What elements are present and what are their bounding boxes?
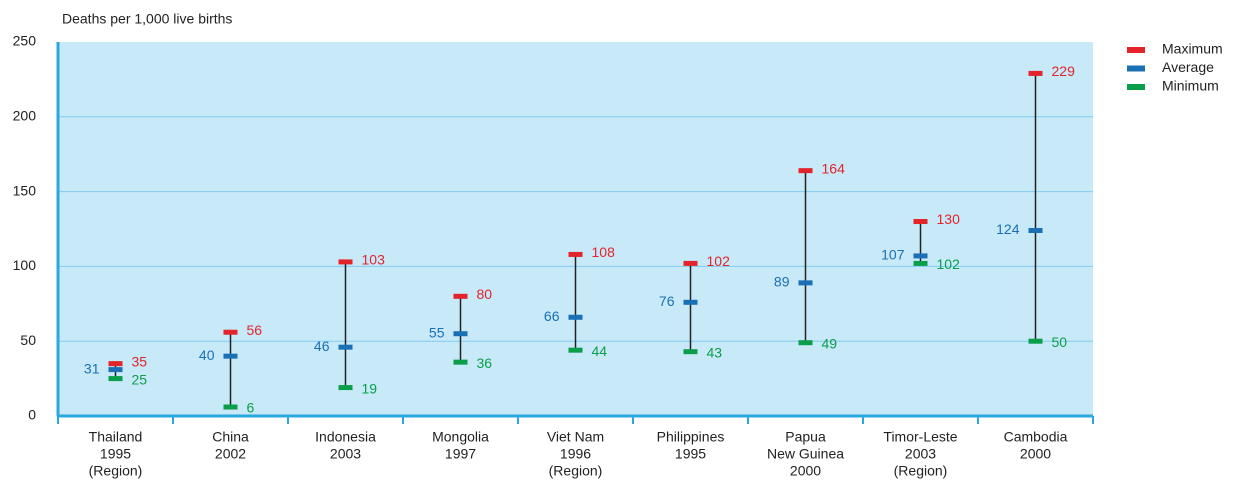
- value-label: 19: [362, 380, 378, 396]
- marker: [338, 259, 353, 265]
- value-label: 103: [362, 252, 386, 268]
- value-label: 107: [881, 247, 905, 263]
- y-axis-label: Deaths per 1,000 live births: [62, 11, 232, 27]
- marker: [1028, 227, 1043, 233]
- x-tick-label: (Region): [549, 463, 603, 479]
- value-label: 46: [314, 338, 330, 354]
- x-tick-label: 2003: [330, 446, 361, 462]
- marker: [1028, 70, 1043, 76]
- x-tick-label: 1995: [100, 446, 131, 462]
- legend-label: Maximum: [1162, 41, 1223, 57]
- y-tick-label: 150: [13, 182, 37, 198]
- value-label: 6: [247, 400, 255, 416]
- marker: [798, 280, 813, 286]
- marker: [338, 344, 353, 350]
- y-tick-label: 200: [13, 108, 37, 124]
- legend-swatch: [1127, 84, 1145, 90]
- x-tick-label: 2000: [790, 463, 821, 479]
- x-tick-label: Viet Nam: [547, 429, 604, 445]
- value-label: 36: [477, 355, 493, 371]
- value-label: 35: [132, 353, 148, 369]
- value-label: 76: [659, 293, 675, 309]
- legend-label: Minimum: [1162, 78, 1219, 94]
- x-tick-label: 1995: [675, 446, 706, 462]
- marker: [108, 376, 123, 382]
- marker: [683, 299, 698, 305]
- marker: [1028, 338, 1043, 344]
- value-label: 80: [477, 286, 493, 302]
- legend-swatch: [1127, 47, 1145, 53]
- x-tick-label: New Guinea: [767, 446, 844, 462]
- value-label: 164: [822, 160, 846, 176]
- value-label: 56: [247, 322, 263, 338]
- x-tick-label: (Region): [894, 463, 948, 479]
- x-tick-label: Cambodia: [1004, 429, 1068, 445]
- marker: [568, 251, 583, 257]
- marker: [913, 260, 928, 266]
- marker: [568, 314, 583, 320]
- x-tick-label: 1996: [560, 446, 591, 462]
- marker: [683, 349, 698, 355]
- y-tick-label: 250: [13, 33, 37, 49]
- marker: [223, 353, 238, 359]
- x-tick-label: Papua: [785, 429, 826, 445]
- marker: [913, 219, 928, 225]
- value-label: 50: [1052, 334, 1068, 350]
- legend-swatch: [1127, 65, 1145, 72]
- x-tick-label: Mongolia: [432, 429, 489, 445]
- legend-label: Average: [1162, 59, 1214, 75]
- y-tick-label: 50: [20, 332, 36, 348]
- x-tick-label: China: [212, 429, 249, 445]
- marker: [223, 404, 238, 410]
- marker: [108, 361, 123, 367]
- value-label: 102: [937, 256, 961, 272]
- marker: [798, 168, 813, 174]
- marker: [798, 340, 813, 346]
- marker: [453, 331, 468, 337]
- x-tick-label: Timor-Leste: [883, 429, 957, 445]
- value-label: 89: [774, 274, 790, 290]
- value-label: 102: [707, 253, 731, 269]
- value-label: 108: [592, 244, 616, 260]
- value-label: 229: [1052, 63, 1076, 79]
- x-tick-label: 2002: [215, 446, 246, 462]
- marker: [568, 347, 583, 353]
- value-label: 124: [996, 221, 1020, 237]
- value-label: 49: [822, 335, 838, 351]
- marker: [683, 260, 698, 266]
- value-label: 25: [132, 371, 148, 387]
- x-tick-label: (Region): [89, 463, 143, 479]
- value-label: 31: [84, 360, 100, 376]
- x-tick-label: Indonesia: [315, 429, 376, 445]
- x-tick-label: 2003: [905, 446, 936, 462]
- marker: [453, 293, 468, 299]
- value-label: 66: [544, 308, 560, 324]
- value-label: 43: [707, 344, 723, 360]
- x-tick-label: 2000: [1020, 446, 1051, 462]
- value-label: 130: [937, 211, 961, 227]
- value-label: 40: [199, 347, 215, 363]
- marker: [338, 385, 353, 391]
- y-tick-label: 0: [28, 407, 36, 423]
- marker: [223, 329, 238, 335]
- marker: [108, 367, 123, 373]
- x-tick-label: 1997: [445, 446, 476, 462]
- value-label: 44: [592, 343, 608, 359]
- value-label: 55: [429, 324, 445, 340]
- marker: [453, 359, 468, 365]
- marker: [913, 253, 928, 259]
- x-tick-label: Philippines: [657, 429, 725, 445]
- x-tick-label: Thailand: [89, 429, 143, 445]
- y-tick-label: 100: [13, 257, 37, 273]
